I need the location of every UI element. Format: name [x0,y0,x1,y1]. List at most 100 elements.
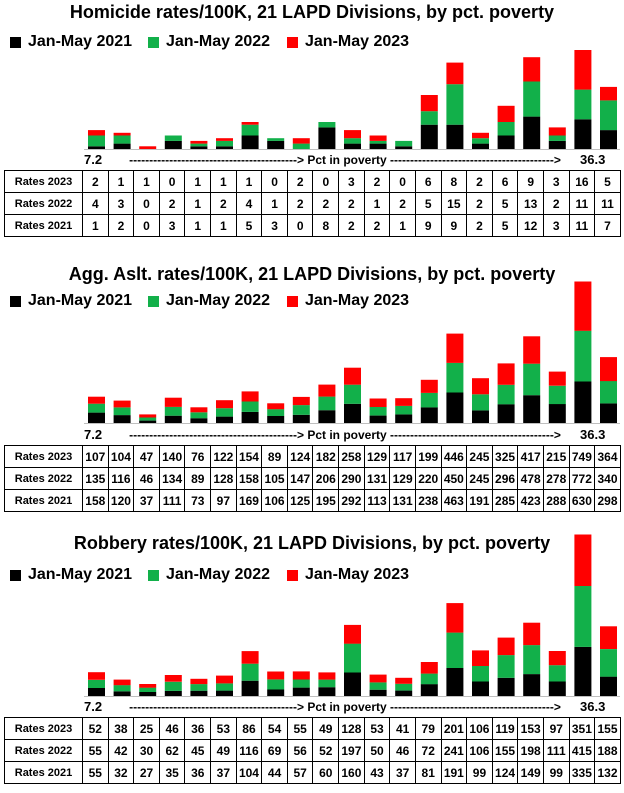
rate-cell: 116 [235,739,263,762]
rate-cell: 2 [363,170,391,193]
bar-segment-2021 [318,410,336,423]
rate-cell: 106 [261,489,288,512]
bar-segment-2022 [344,138,361,144]
bar-segment-2021 [216,690,233,696]
bar-segment-2023 [369,398,387,407]
bar-segment-2021 [88,412,105,423]
bar-segment-2022 [497,655,515,678]
bar-segment-2022 [318,396,336,411]
bar-segment-2023 [344,367,361,385]
rate-cell: 2 [363,214,391,237]
axis-max-label: 36.3 [580,427,606,442]
bar-segment-2023 [139,146,157,149]
legend-label-2022: Jan-May 2022 [166,33,271,50]
bar-segment-2022 [497,384,515,405]
bar-segment-2021 [472,143,489,149]
bar-segment-2021 [420,407,438,423]
bar-segment-2021 [600,403,617,423]
bar-segment-2023 [472,378,489,395]
rate-cell: 9 [517,170,544,193]
bar-segment-2021 [344,672,361,696]
bar-segment-2022 [548,385,566,405]
bar-segment-2021 [369,689,387,696]
legend-swatch-2022 [148,36,159,48]
bar-segment-2022 [216,683,233,691]
rate-cell: 3 [107,192,135,215]
rate-cell: 296 [491,467,519,490]
row-label: Rates 2021 [4,489,83,512]
bar-segment-2022 [548,135,566,141]
bar-segment-2023 [548,651,566,666]
rate-cell: 104 [107,445,135,468]
legend-label-2022: Jan-May 2022 [166,292,271,309]
rate-cell: 417 [517,445,544,468]
table-row-2021: Rates 2021 1 2 0 3 1 1 5 3 0 8 2 2 1 9 9 2 5 12 3 11 7 [4,214,621,237]
bar-segment-2023 [216,400,233,409]
rate-cell: 2 [312,192,340,215]
rate-cell: 125 [286,489,314,512]
rate-cell: 106 [466,739,493,762]
bar-segment-2021 [369,415,387,423]
rate-cell: 0 [312,170,340,193]
table-row-2023: Rates 2023 2 1 1 0 1 1 1 0 2 0 3 2 0 6 8 2 6 9 3 16 5 [4,170,621,193]
axis-min-label: 7.2 [84,427,103,442]
rate-cell: 41 [389,717,416,740]
bar-segment-2021 [164,690,182,696]
row-label: Rates 2022 [4,739,83,762]
legend-swatch-2021 [10,569,21,581]
legend-item-2023: Jan-May 2023 [287,566,409,584]
row-label: Rates 2021 [4,761,83,784]
bar-segment-2022 [216,408,233,417]
rate-cell: 5 [235,214,263,237]
bar-segment-2022 [497,122,515,136]
rate-cell: 158 [82,489,109,512]
rate-cell: 122 [210,445,237,468]
bar-segment-2021 [241,135,259,149]
bar-segment-2023 [369,674,387,683]
rate-cell: 160 [338,761,365,784]
rate-cell: 99 [542,761,570,784]
rate-cell: 278 [542,467,570,490]
bar-segment-2021 [548,140,566,149]
rate-cell: 3 [542,170,570,193]
rate-cell: 46 [389,739,416,762]
bar-segment-2022 [292,405,310,415]
bar-segment-2021 [600,130,617,149]
rate-cell: 124 [491,761,519,784]
rate-cell: 0 [133,192,160,215]
bar-segment-2021 [344,143,361,149]
bar-segment-2021 [369,143,387,149]
bar-segment-2022 [267,138,285,141]
rate-cell: 60 [312,761,340,784]
bar-segment-2022 [574,586,592,647]
rate-cell: 153 [517,717,544,740]
rate-cell: 53 [363,717,391,740]
bar-segment-2022 [600,100,617,131]
rate-cell: 52 [82,717,109,740]
bar-segment-2021 [113,143,131,149]
bar-segment-2022 [446,84,464,125]
bar-segment-2022 [318,122,336,128]
bar-segment-2022 [292,143,310,149]
rate-cell: 245 [466,445,493,468]
row-label: Rates 2022 [4,192,83,215]
bar-segment-2021 [497,677,515,696]
bar-segment-2023 [369,135,387,141]
rate-cell: 2 [466,170,493,193]
rate-cell: 140 [158,445,186,468]
bar-segment-2023 [548,371,566,386]
rate-cell: 1 [261,192,288,215]
legend-label-2021: Jan-May 2021 [28,33,133,50]
agg-assault-rates-table: Rates 2023 107 104 47 140 76 122 154 89 124 182 258… [4,445,621,512]
legend-swatch-2021 [10,295,21,307]
bar-segment-2021 [190,146,208,149]
bar-segment-2022 [395,140,413,147]
legend-swatch-2023 [287,569,298,581]
bar-segment-2023 [241,651,259,664]
bar-segment-2022 [267,679,285,690]
axis-arrow-label: ----------------------------------------… [129,700,561,714]
rate-cell: 86 [235,717,263,740]
rate-cell: 288 [542,489,570,512]
row-label: Rates 2022 [4,467,83,490]
rate-cell: 191 [466,489,493,512]
